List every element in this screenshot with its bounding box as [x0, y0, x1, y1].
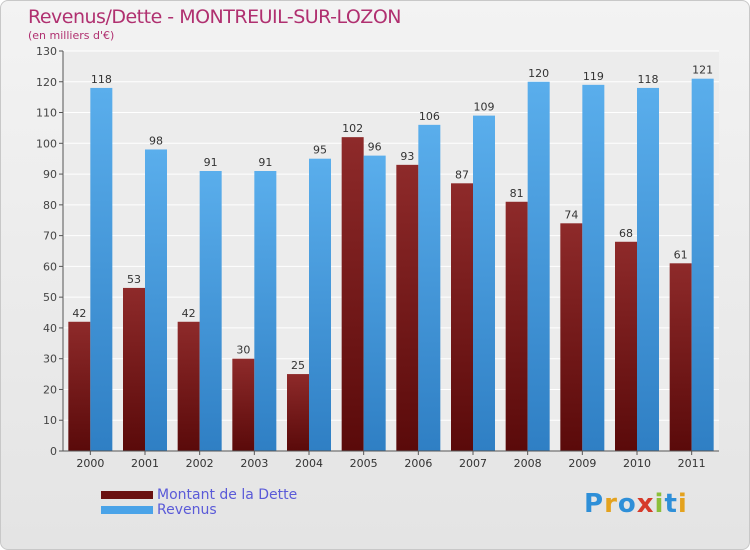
legend: Montant de la Dette Revenus	[101, 486, 298, 518]
bar-revenue	[199, 171, 222, 451]
bar-debt	[232, 358, 255, 451]
data-label: 118	[638, 73, 659, 86]
x-tick-label: 2010	[623, 457, 651, 470]
data-label: 93	[400, 150, 414, 163]
logo-letter: o	[617, 489, 637, 519]
bar-debt	[669, 263, 692, 451]
bar-debt	[287, 374, 309, 451]
data-label: 109	[474, 101, 495, 114]
legend-label-debt: Montant de la Dette	[157, 486, 298, 503]
data-label: 42	[72, 307, 86, 320]
y-tick-label: 50	[43, 291, 57, 304]
logo-letter: i	[677, 489, 688, 519]
logo-letter: i	[654, 489, 665, 519]
x-tick-label: 2011	[678, 457, 706, 470]
logo-letter: t	[664, 489, 678, 519]
plot-area	[63, 51, 719, 451]
data-label: 87	[455, 168, 469, 181]
x-tick-label: 2000	[76, 457, 104, 470]
data-label: 102	[342, 122, 363, 135]
data-label: 120	[528, 67, 549, 80]
y-tick-label: 20	[43, 383, 57, 396]
data-label: 98	[149, 134, 163, 147]
bar-revenue	[691, 78, 714, 451]
data-label: 61	[674, 248, 688, 261]
data-label: 68	[619, 227, 633, 240]
data-label: 53	[127, 273, 141, 286]
bar-debt	[560, 223, 583, 451]
y-tick-label: 80	[43, 199, 57, 212]
legend-swatch-debt	[101, 490, 153, 499]
y-tick-label: 30	[43, 353, 57, 366]
data-label: 91	[258, 156, 272, 169]
bar-revenue	[473, 115, 495, 451]
bar-revenue	[582, 84, 605, 451]
data-label: 30	[236, 344, 250, 357]
y-tick-label: 40	[43, 322, 57, 335]
x-tick-label: 2009	[568, 457, 596, 470]
logo-letter: P	[584, 489, 605, 519]
data-label: 121	[692, 64, 713, 77]
chart-title: Revenus/Dette - MONTREUIL-SUR-LOZON	[28, 6, 402, 28]
legend-item-revenue: Revenus	[101, 501, 297, 518]
y-tick-label: 120	[36, 76, 57, 89]
y-tick-label: 60	[43, 260, 57, 273]
bar-revenue	[309, 158, 331, 451]
data-label: 119	[583, 70, 604, 83]
data-label: 74	[564, 208, 578, 221]
data-label: 96	[368, 141, 382, 154]
x-tick-label: 2002	[186, 457, 214, 470]
proxiti-logo: Proxiti	[584, 489, 688, 519]
x-tick-label: 2004	[295, 457, 323, 470]
bar-revenue	[254, 171, 277, 451]
x-tick-label: 2005	[350, 457, 378, 470]
data-label: 42	[182, 307, 196, 320]
y-tick-label: 70	[43, 230, 57, 243]
bar-debt	[396, 164, 419, 451]
data-label: 118	[91, 73, 112, 86]
bar-revenue	[145, 149, 167, 451]
legend-item-debt: Montant de la Dette	[101, 486, 298, 503]
logo-letter: x	[636, 489, 655, 519]
bar-debt	[341, 137, 364, 451]
bar-revenue	[418, 124, 441, 451]
legend-swatch-revenue	[101, 505, 153, 514]
data-label: 95	[313, 144, 327, 157]
bar-debt	[451, 183, 473, 452]
data-label: 25	[291, 359, 305, 372]
bar-debt	[68, 321, 91, 451]
bar-debt	[505, 201, 528, 451]
bar-debt	[615, 241, 637, 451]
bar-debt	[177, 321, 200, 451]
y-tick-label: 10	[43, 414, 57, 427]
y-tick-label: 130	[36, 45, 57, 58]
y-tick-label: 0	[50, 445, 57, 458]
data-label: 106	[419, 110, 440, 123]
y-tick-label: 100	[36, 137, 57, 150]
y-tick-label: 110	[36, 107, 57, 120]
data-label: 91	[204, 156, 218, 169]
bar-revenue	[637, 87, 659, 451]
bar-debt	[123, 287, 145, 451]
x-tick-label: 2006	[404, 457, 432, 470]
logo-letter: r	[604, 489, 618, 519]
x-tick-label: 2007	[459, 457, 487, 470]
bar-revenue	[90, 87, 113, 451]
data-label: 81	[510, 187, 524, 200]
x-tick-label: 2001	[131, 457, 159, 470]
x-tick-label: 2003	[240, 457, 268, 470]
y-tick-label: 90	[43, 168, 57, 181]
bar-revenue	[527, 81, 550, 452]
bar-revenue	[363, 155, 386, 451]
legend-label-revenue: Revenus	[157, 501, 217, 518]
chart-subtitle: (en milliers d'€)	[28, 29, 115, 42]
x-tick-label: 2008	[514, 457, 542, 470]
